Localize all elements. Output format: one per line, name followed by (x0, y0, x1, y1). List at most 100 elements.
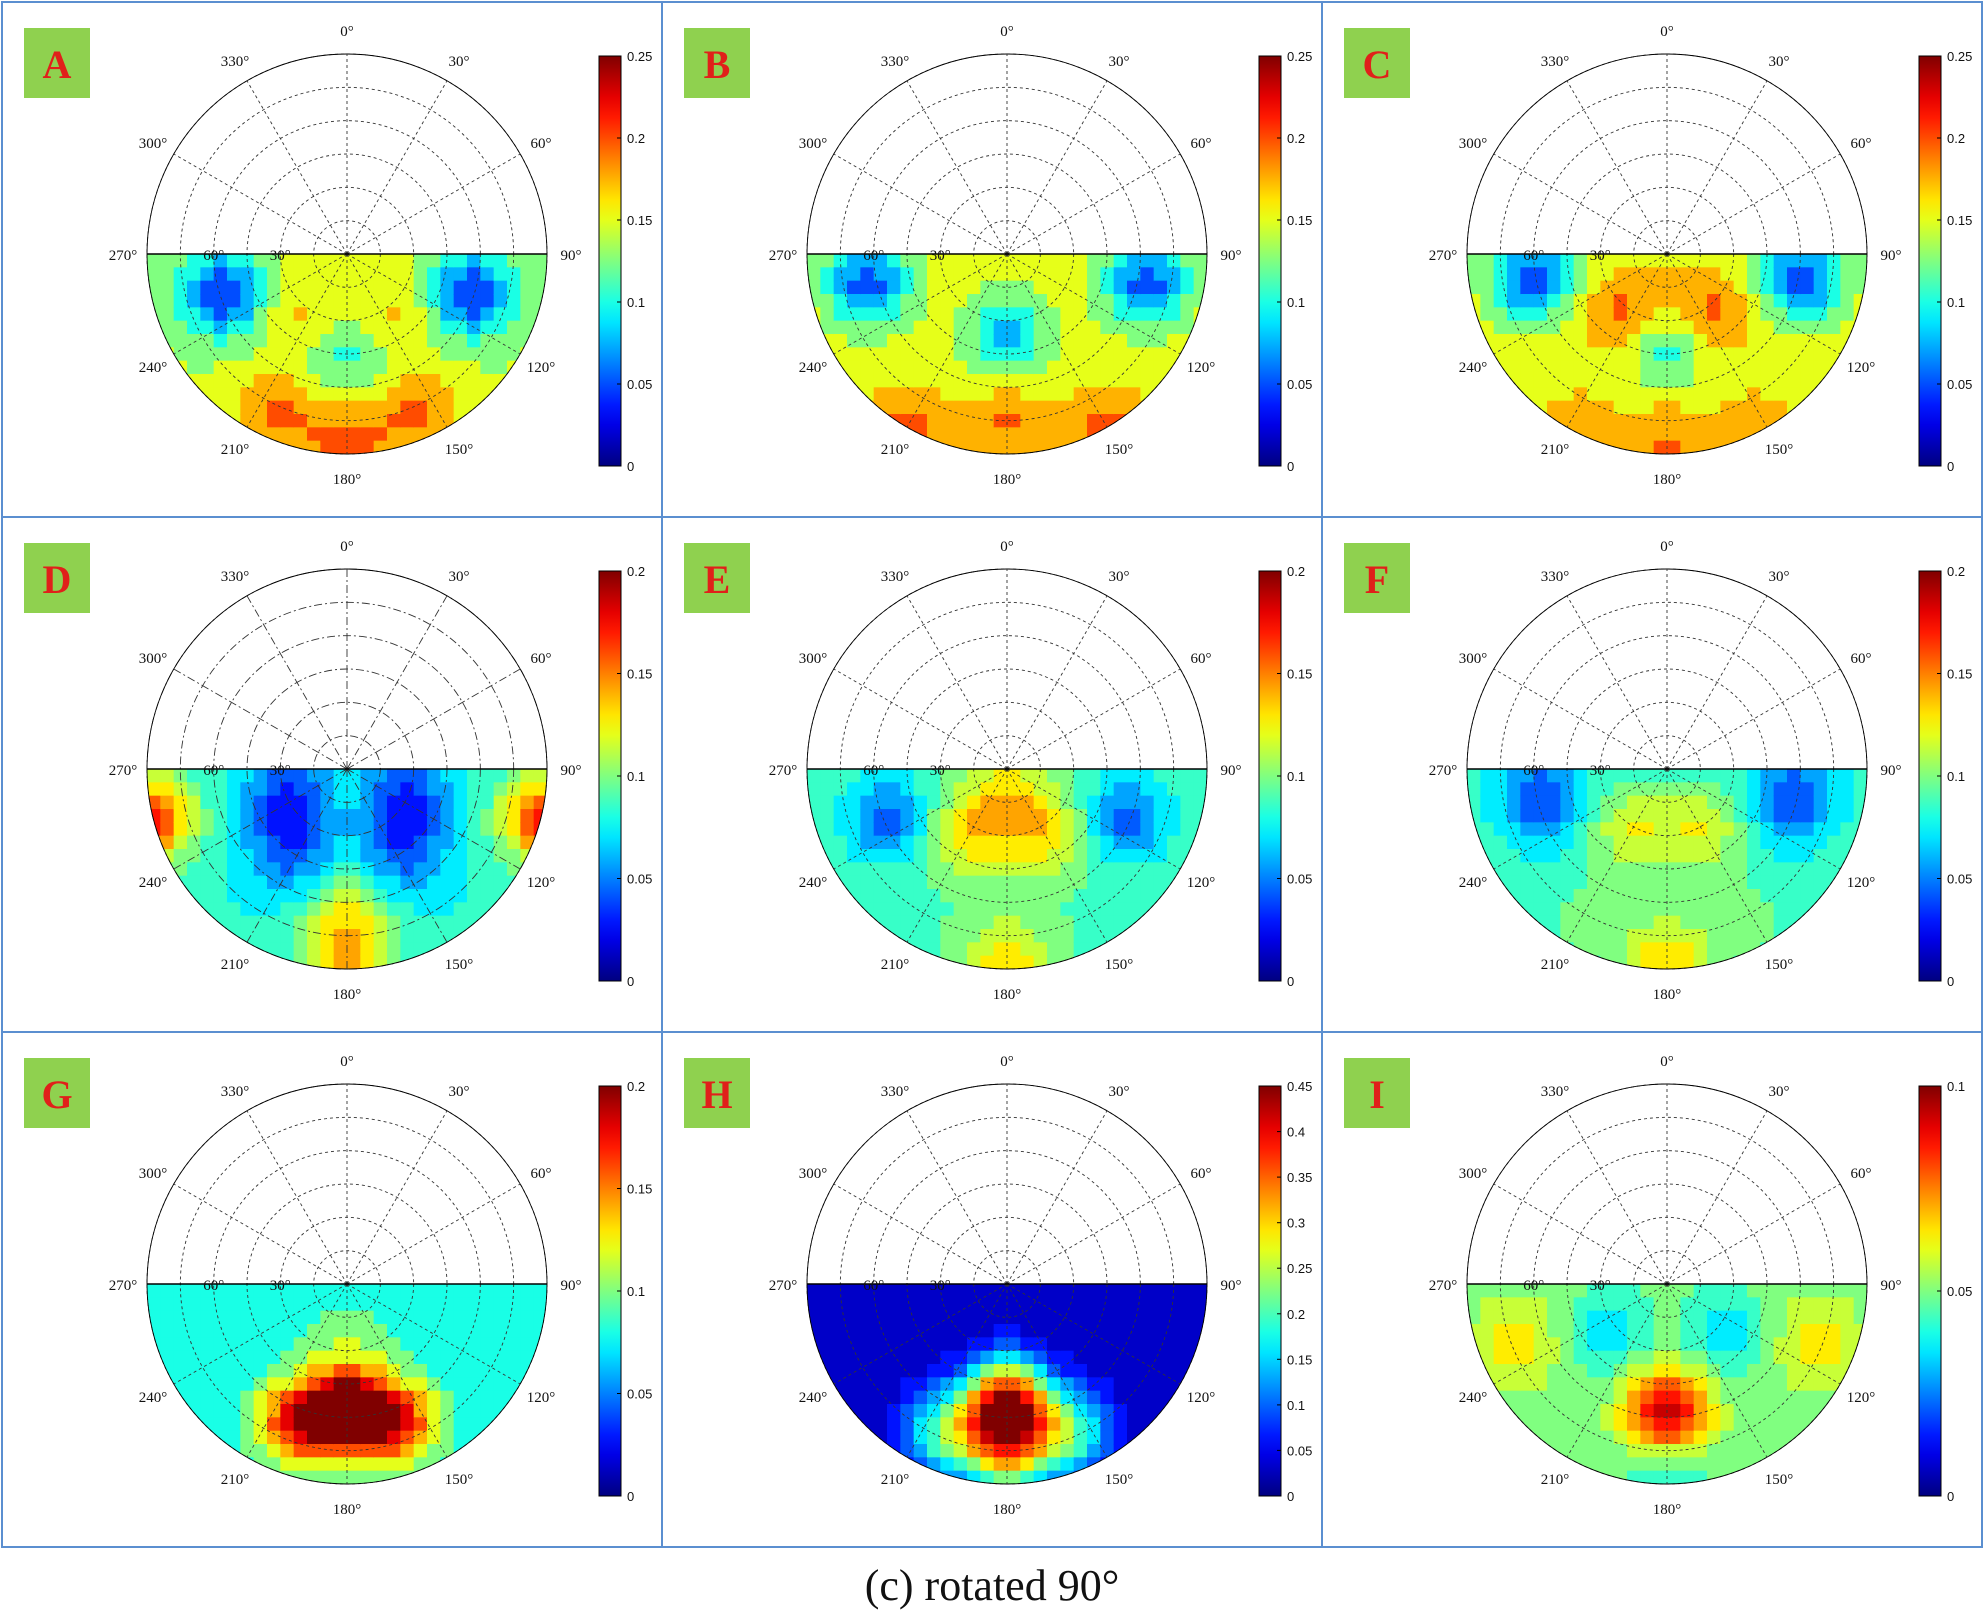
heatmap-cell (227, 1430, 241, 1445)
heatmap-cell (927, 400, 941, 415)
heatmap-cell (1587, 902, 1601, 917)
heatmap-cell (373, 1417, 388, 1432)
heatmap-cell (807, 849, 821, 863)
heatmap-cell (387, 1457, 401, 1472)
heatmap-cell (1613, 1350, 1628, 1365)
heatmap-cell (1167, 862, 1181, 877)
heatmap-cell (467, 1310, 481, 1325)
heatmap-cell (1827, 862, 1841, 877)
heatmap-cell (1560, 267, 1575, 282)
heatmap-cell (900, 1417, 915, 1432)
heatmap-cell (213, 294, 228, 308)
heatmap-cell (387, 387, 401, 402)
heatmap-cell (160, 440, 175, 454)
heatmap-cell (1547, 347, 1561, 362)
heatmap-cell (1653, 795, 1668, 810)
heatmap-cell (440, 360, 455, 375)
heatmap-cell (1760, 387, 1775, 402)
heatmap-cell (1127, 1404, 1141, 1418)
heatmap-cell (1680, 280, 1695, 295)
heatmap-cell (1760, 1324, 1775, 1338)
heatmap-cell (1813, 294, 1828, 308)
angle-label: 30° (1769, 54, 1790, 70)
heatmap-cell (507, 360, 521, 375)
heatmap-cell (953, 1457, 968, 1472)
heatmap-cell (1493, 795, 1508, 810)
heatmap-cell (1127, 1457, 1141, 1472)
heatmap-cell (1680, 347, 1695, 362)
heatmap-cell (1667, 795, 1681, 810)
heatmap-cell (833, 782, 848, 797)
heatmap-cell (267, 1324, 281, 1338)
heatmap-cell (1480, 1350, 1495, 1365)
heatmap-cell (1507, 1324, 1521, 1338)
heatmap-cell (1127, 374, 1141, 388)
heatmap-cell (1733, 1470, 1748, 1484)
heatmap-cell (1600, 955, 1615, 969)
heatmap-cell (1547, 769, 1561, 783)
heatmap-cell (1480, 280, 1495, 295)
heatmap-cell (1020, 254, 1035, 268)
heatmap-cell (307, 942, 321, 957)
heatmap-cell (820, 929, 835, 943)
heatmap-cell (200, 294, 215, 308)
heatmap-cell (1520, 1470, 1535, 1484)
heatmap-cell (953, 1364, 968, 1378)
heatmap-cell (1787, 427, 1801, 442)
heatmap-cell (1073, 902, 1088, 917)
heatmap-cell (900, 809, 915, 823)
heatmap-cell (1733, 1457, 1748, 1472)
heatmap-cell (413, 769, 428, 783)
heatmap-cell (807, 440, 821, 454)
heatmap-cell (1720, 267, 1735, 282)
heatmap-cell (1467, 889, 1481, 903)
heatmap-cell (360, 822, 375, 837)
heatmap-cell (400, 809, 415, 823)
heatmap-cell (1087, 809, 1101, 823)
heatmap-cell (200, 400, 215, 415)
heatmap-cell (1800, 400, 1815, 415)
heatmap-cell (807, 1337, 821, 1352)
heatmap-cell (373, 1377, 388, 1392)
heatmap-cell (1467, 1297, 1481, 1312)
heatmap-cell (280, 1297, 295, 1312)
heatmap-cell (1680, 1310, 1695, 1325)
heatmap-cell (1033, 769, 1048, 783)
heatmap-cell (347, 374, 361, 388)
heatmap-cell (173, 320, 188, 335)
heatmap-cell (1113, 1324, 1128, 1338)
heatmap-cell (1613, 795, 1628, 810)
heatmap-cell (873, 1457, 888, 1472)
heatmap-cell (1100, 1324, 1115, 1338)
heatmap-cell (480, 1457, 495, 1472)
heatmap-cell (967, 280, 981, 295)
heatmap-cell (1733, 334, 1748, 348)
heatmap-cell (1600, 1284, 1615, 1298)
colorbar-tick-label: 0.15 (1287, 1352, 1312, 1367)
heatmap-cell (1033, 929, 1048, 943)
heatmap-cell (507, 1337, 521, 1352)
heatmap-cell (833, 822, 848, 837)
heatmap-cell (1020, 1430, 1035, 1445)
heatmap-cell (1533, 360, 1548, 375)
heatmap-cell (520, 427, 535, 442)
heatmap-cell (1680, 267, 1695, 282)
heatmap-cell (1193, 1350, 1207, 1365)
heatmap-cell (820, 769, 835, 783)
heatmap-cell (160, 1297, 175, 1312)
heatmap-cell (1493, 822, 1508, 837)
heatmap-cell (1073, 809, 1088, 823)
heatmap-cell (373, 902, 388, 917)
heatmap-cell (253, 400, 268, 415)
heatmap-cell (1020, 1310, 1035, 1325)
heatmap-cell (1800, 440, 1815, 454)
heatmap-cell (320, 1377, 335, 1392)
heatmap-cell (267, 822, 281, 837)
heatmap-cell (533, 809, 547, 823)
panel-label: B (704, 42, 731, 87)
heatmap-cell (1073, 360, 1088, 375)
heatmap-cell (1640, 1404, 1655, 1418)
polar-spoke (346, 668, 521, 770)
heatmap-cell (820, 294, 835, 308)
heatmap-cell (413, 822, 428, 837)
